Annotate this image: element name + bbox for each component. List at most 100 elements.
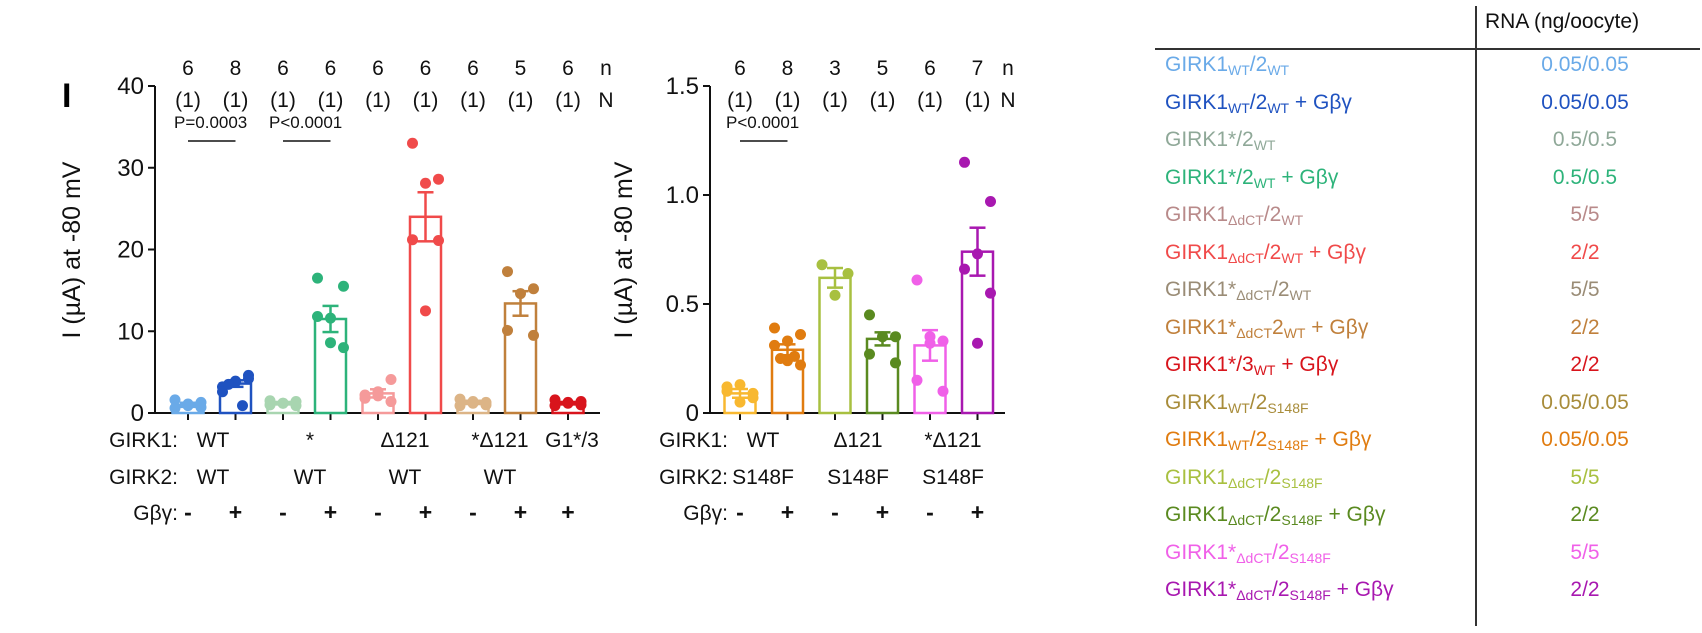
p-value-annotation: P<0.0001: [269, 113, 342, 132]
gbg-sign: +: [229, 499, 242, 525]
data-point: [734, 396, 746, 408]
legend-text: GIRK1: [1165, 465, 1229, 489]
legend-row: GIRK1ΔdCT/2WT 5/5: [1155, 203, 1695, 239]
y-tick-label: 0.5: [666, 291, 699, 318]
girk1-group-label: G1*/3: [545, 429, 599, 452]
girk1-group-label: Δ121: [380, 429, 429, 452]
gbg-sign: -: [279, 499, 287, 525]
girk2-row-label: GIRK2:: [659, 466, 728, 489]
N-value: (1): [270, 89, 296, 112]
legend-subscript: S148F: [1289, 587, 1331, 603]
n-value: 3: [829, 57, 841, 80]
data-point: [467, 396, 479, 408]
y-tick-label: 0: [131, 400, 144, 427]
data-point: [747, 387, 759, 399]
data-point: [782, 335, 793, 347]
legend-subscript: WT: [1228, 399, 1250, 416]
N-value: (1): [822, 89, 848, 112]
legend-rna-amount: 2/2: [1570, 240, 1600, 264]
legend-row: GIRK1*ΔdCT/2S148F 5/5: [1155, 541, 1695, 577]
N-value: (1): [175, 89, 201, 112]
gbg-sign: -: [736, 499, 744, 525]
legend-condition-name: GIRK1WT/2S148F + Gβγ: [1165, 428, 1371, 453]
legend-row: GIRK1ΔdCT/2S148F 5/5: [1155, 466, 1695, 502]
gbg-sign: -: [374, 499, 382, 525]
legend-subscript: WT: [1283, 324, 1306, 341]
data-point: [338, 342, 349, 354]
bar: [503, 302, 538, 415]
data-point: [864, 348, 875, 360]
legend-rna-amount: 0.05/0.05: [1541, 53, 1629, 76]
data-point: [264, 395, 276, 407]
legend-text: + Gβγ: [1275, 353, 1339, 376]
gbg-sign: +: [561, 499, 574, 525]
legend-subscript: WT: [1253, 174, 1276, 191]
legend-text: GIRK1: [1165, 90, 1229, 114]
n-value: 6: [562, 57, 574, 80]
N-value: (1): [555, 89, 581, 112]
legend-subscript: WT: [1253, 137, 1276, 153]
legend-subscript: WT: [1253, 362, 1276, 378]
gbg-sign: -: [831, 499, 839, 525]
girk2-group-label: S148F: [922, 466, 984, 489]
data-point: [385, 396, 397, 408]
legend-rna-amount: 2/2: [1570, 503, 1600, 526]
legend-rna-amount: 5/5: [1570, 465, 1600, 489]
chart-right: 0 0.5 1.0 1.5 I (µA) at -80 mV 6 (1) - 8 (1) +3 (1)…: [610, 57, 1016, 525]
data-point: [372, 390, 384, 402]
legend-condition-name: GIRK1*/2WT + Gβγ: [1165, 166, 1338, 191]
data-point: [528, 329, 539, 341]
legend-subscript: WT: [1267, 99, 1290, 116]
girk2-group-label: WT: [389, 466, 422, 489]
legend-subscript: S148F: [1281, 474, 1323, 491]
girk1-group-label: *Δ121: [924, 429, 981, 452]
y-axis-label: I (µA) at -80 mV: [58, 161, 86, 338]
gbg-sign: +: [324, 499, 337, 525]
legend-text: GIRK1: [1165, 53, 1229, 76]
legend-text: /2: [1263, 503, 1282, 526]
data-point: [937, 335, 949, 347]
legend-rna-amount: 2/2: [1570, 353, 1600, 376]
legend-text: GIRK1*: [1165, 278, 1237, 301]
data-point: [549, 394, 561, 406]
legend-condition-name: GIRK1*/2WT: [1165, 128, 1275, 153]
legend-subscript: ΔdCT: [1228, 249, 1264, 266]
legend-text: GIRK1: [1165, 428, 1229, 451]
N-value: (1): [775, 89, 801, 112]
legend-header: RNA (ng/oocyte): [1485, 10, 1640, 33]
data-point: [734, 379, 746, 391]
n-value: 8: [782, 57, 794, 80]
legend-row: GIRK1ΔdCT/2WT + Gβγ 2/2: [1155, 241, 1695, 277]
N-value: (1): [413, 89, 439, 112]
legend-subscript: WT: [1228, 62, 1250, 78]
n-value: 6: [734, 57, 746, 80]
legend-subscript: ΔdCT: [1236, 587, 1273, 603]
girk2-group-label: WT: [484, 466, 517, 489]
data-point: [890, 331, 901, 343]
N-value: (1): [223, 89, 249, 112]
data-point: [217, 386, 228, 398]
data-point: [562, 397, 574, 409]
legend-text: + Gβγ: [1289, 90, 1352, 114]
legend-subscript: S148F: [1267, 437, 1309, 453]
data-point: [829, 289, 841, 301]
data-point: [721, 385, 733, 397]
gbg-sign: +: [781, 499, 794, 525]
legend-condition-name: GIRK1*ΔdCT2WT + Gβγ: [1165, 316, 1368, 341]
legend-condition-name: GIRK1WT/2WT: [1165, 53, 1289, 78]
gbg-sign: +: [419, 499, 432, 525]
legend-subscript: ΔdCT: [1228, 212, 1264, 228]
legend-text: GIRK1: [1165, 203, 1229, 226]
N-value: (1): [870, 89, 896, 112]
data-point: [789, 350, 800, 362]
data-point: [195, 401, 207, 413]
legend-text: /2: [1249, 390, 1268, 414]
data-point: [515, 288, 526, 300]
legend-text: + Gβγ: [1303, 240, 1366, 264]
n-value: 6: [277, 57, 289, 80]
n-value: 6: [420, 57, 432, 80]
data-point: [433, 173, 444, 185]
data-point: [877, 331, 888, 343]
data-point: [277, 397, 289, 409]
legend-subscript: WT: [1289, 287, 1312, 303]
